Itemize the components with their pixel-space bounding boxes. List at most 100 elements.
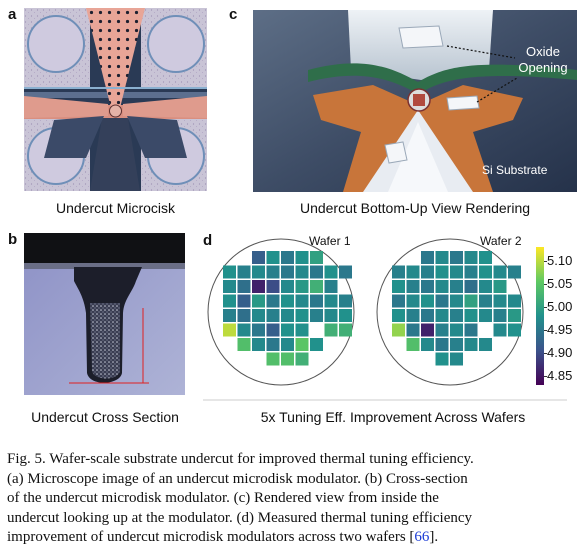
wafer-2-label: Wafer 2 bbox=[480, 234, 522, 248]
wafer-cell bbox=[310, 294, 323, 308]
caption-line-4: undercut looking up at the modulator. (d… bbox=[7, 509, 473, 526]
colorbar-tick-mark bbox=[544, 352, 547, 354]
figure-caption: Fig. 5. Wafer-scale substrate undercut f… bbox=[7, 450, 580, 548]
wafer-cell bbox=[464, 265, 478, 279]
wafer-cell bbox=[324, 309, 338, 322]
wafer-cell bbox=[252, 309, 265, 322]
wafer-cell bbox=[406, 323, 420, 337]
wafer-cell bbox=[281, 265, 294, 279]
wafer-cell bbox=[450, 294, 463, 308]
wafer-cell bbox=[252, 294, 265, 308]
wafer-cell bbox=[464, 309, 478, 322]
wafer-cell bbox=[266, 251, 280, 264]
wafer-cell bbox=[223, 280, 236, 293]
colorbar-tick-label: 4.95 bbox=[547, 321, 573, 337]
wafer-cell bbox=[237, 265, 251, 279]
wafer-cell bbox=[450, 323, 463, 337]
wafer-cell bbox=[479, 280, 492, 293]
wafer-cell bbox=[464, 323, 478, 337]
wafer-cell bbox=[324, 280, 338, 293]
undercut-rendering-picture bbox=[253, 10, 577, 192]
wafer-cell bbox=[295, 338, 309, 351]
wafer-cell bbox=[281, 294, 294, 308]
wafer-cell bbox=[406, 265, 420, 279]
oxide-annotation-line1: Oxide bbox=[526, 44, 560, 59]
colorbar-tick-mark bbox=[544, 283, 547, 285]
wafer-cell bbox=[464, 338, 478, 351]
wafer-cell bbox=[295, 323, 309, 337]
wafer-cell bbox=[223, 309, 236, 322]
wafer-cell bbox=[435, 338, 449, 351]
colorbar-tick-mark bbox=[544, 375, 547, 377]
wafer-cell bbox=[406, 294, 420, 308]
wafer-cell bbox=[281, 323, 294, 337]
colorbar-tick-label: 5.00 bbox=[547, 298, 573, 314]
wafer-cell bbox=[435, 280, 449, 293]
wafer-cell bbox=[223, 294, 236, 308]
colorbar bbox=[536, 247, 544, 385]
caption-line-5-text: improvement of undercut microdisk modula… bbox=[7, 529, 415, 545]
wafer-cell bbox=[266, 323, 280, 337]
rendering-image bbox=[253, 10, 577, 192]
wafer-cell bbox=[508, 323, 521, 337]
wafer-cell bbox=[450, 280, 463, 293]
wafer-cell bbox=[310, 251, 323, 264]
wafer-cell bbox=[281, 251, 294, 264]
cross-section-picture bbox=[24, 233, 185, 395]
oxide-opening-annotation: Oxide Opening bbox=[508, 44, 578, 76]
wafer-cell bbox=[237, 309, 251, 322]
caption-line-3: of the undercut microdisk modulator. (c)… bbox=[7, 490, 439, 506]
wafer-cell bbox=[464, 280, 478, 293]
si-substrate-annotation: Si Substrate bbox=[482, 163, 548, 177]
wafer-1-label: Wafer 1 bbox=[309, 234, 351, 248]
wafer-cell bbox=[295, 265, 309, 279]
wafer-cell bbox=[281, 338, 294, 351]
wafer-cell bbox=[252, 323, 265, 337]
panel-d-caption: 5x Tuning Eff. Improvement Across Wafers bbox=[260, 409, 526, 425]
wafer-cell bbox=[310, 280, 323, 293]
microscope-image bbox=[24, 8, 207, 191]
caption-line-5: improvement of undercut microdisk modula… bbox=[7, 528, 580, 548]
colorbar-tick-mark bbox=[544, 306, 547, 308]
wafer-cell bbox=[479, 294, 492, 308]
citation-link[interactable]: 66 bbox=[414, 529, 430, 545]
wafer-cell bbox=[266, 294, 280, 308]
wafer-cell bbox=[324, 265, 338, 279]
wafer-cell bbox=[392, 280, 405, 293]
caption-line-5-end: ]. bbox=[429, 529, 439, 545]
colorbar-tick-label: 5.05 bbox=[547, 275, 573, 291]
wafer-cell bbox=[508, 265, 521, 279]
wafer-2-cells bbox=[392, 251, 521, 366]
wafer-cell bbox=[223, 265, 236, 279]
wafer-cell bbox=[450, 309, 463, 322]
wafer-cell bbox=[339, 265, 352, 279]
wafer-cell bbox=[450, 352, 463, 366]
caption-line-1: Fig. 5. Wafer-scale substrate undercut f… bbox=[7, 451, 474, 467]
wafer-cell bbox=[237, 323, 251, 337]
wafer-cell bbox=[421, 309, 434, 322]
panel-label-a: a bbox=[8, 6, 17, 23]
wafer-cell bbox=[493, 280, 507, 293]
panel-label-b: b bbox=[8, 231, 18, 248]
wafer-cell bbox=[493, 265, 507, 279]
wafer-cell bbox=[493, 309, 507, 322]
wafer-cell bbox=[406, 280, 420, 293]
wafer-cell bbox=[339, 323, 352, 337]
panel-c-caption: Undercut Bottom-Up View Rendering bbox=[299, 200, 531, 216]
wafer-cell bbox=[252, 265, 265, 279]
wafer-cell bbox=[339, 309, 352, 322]
wafer-cell bbox=[281, 309, 294, 322]
wafer-cell bbox=[295, 352, 309, 366]
colorbar-tick-label: 4.90 bbox=[547, 344, 573, 360]
wafer-cell bbox=[479, 265, 492, 279]
wafer-cell bbox=[406, 309, 420, 322]
wafer-cell bbox=[295, 309, 309, 322]
wafer-cell bbox=[421, 338, 434, 351]
wafer-cell bbox=[421, 280, 434, 293]
oxide-annotation-line2: Opening bbox=[518, 60, 568, 75]
wafer-cell bbox=[252, 338, 265, 351]
wafer-cell bbox=[310, 338, 323, 351]
wafer-cell bbox=[281, 352, 294, 366]
wafer-cell bbox=[266, 280, 280, 293]
wafer-cell bbox=[421, 265, 434, 279]
